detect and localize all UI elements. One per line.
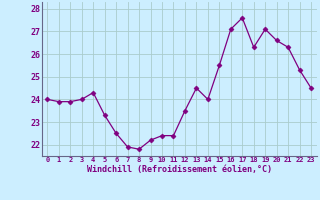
X-axis label: Windchill (Refroidissement éolien,°C): Windchill (Refroidissement éolien,°C): [87, 165, 272, 174]
